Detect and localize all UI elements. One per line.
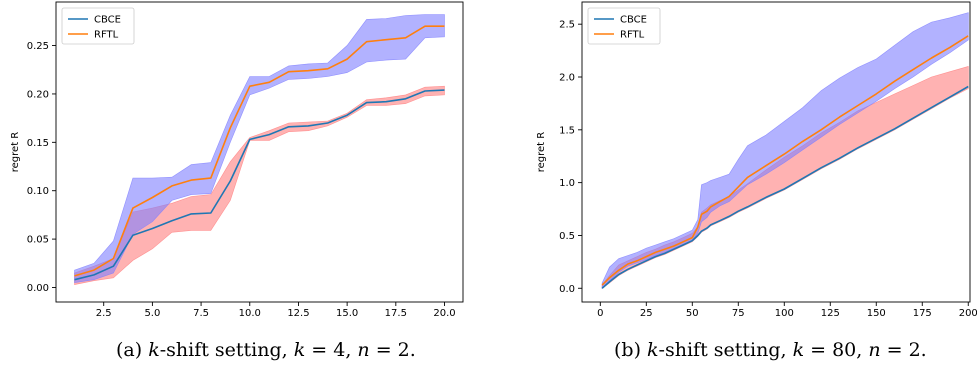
legend-label-rftl-a: RFTL (94, 30, 119, 41)
x-tick-label-a: 5.0 (144, 308, 160, 319)
legend-label-rftl-b: RFTL (620, 30, 645, 41)
band-rftl-a (74, 14, 445, 283)
y-tick-label-a: 0.25 (27, 41, 49, 52)
series-line-cbce-a (74, 89, 445, 281)
caption-a: (a) k-shift setting, k = 4, n = 2. (116, 339, 416, 361)
x-tick-label-a: 17.5 (385, 308, 407, 319)
axes-frame-b (581, 1, 971, 303)
x-tick-label-b: 50 (686, 308, 699, 319)
legend-box-a (61, 7, 135, 45)
y-tick-label-b: 0.0 (559, 284, 575, 295)
band-rftl-b (601, 12, 969, 290)
x-tick-label-b: 75 (732, 308, 745, 319)
x-tick-label-b: 25 (640, 308, 653, 319)
x-tick-label-a: 12.5 (287, 308, 309, 319)
legend-box-b (587, 7, 661, 45)
series-line-rftl-b (601, 35, 969, 286)
y-tick-label-a: 0.00 (27, 283, 49, 294)
x-tick-label-b: 0 (597, 308, 603, 319)
chart-b: 0 25 50 75 100 125 150 175 200 0.0 0.5 1.0 1.5 2.0 2.5… (536, 1, 977, 319)
y-tick-label-a: 0.05 (27, 235, 49, 246)
x-tick-label-a: 15.0 (336, 308, 358, 319)
chart-a: 2.5 5.0 7.5 10.0 12.5 15.0 17.5 20.0 0.00 0.05 0.1… (10, 1, 464, 319)
axes-frame-a (55, 1, 464, 303)
y-tick-label-b: 1.5 (559, 125, 575, 136)
band-cbce-a (74, 85, 445, 285)
y-tick-label-a: 0.10 (27, 186, 49, 197)
y-tick-label-a: 0.15 (27, 138, 49, 149)
series-line-rftl-a (74, 25, 445, 277)
x-tick-label-b: 100 (775, 308, 794, 319)
x-tick-label-b: 125 (821, 308, 840, 319)
y-axis-label-b: regret R (536, 132, 547, 173)
x-tick-label-b: 150 (867, 308, 886, 319)
x-tick-label-a: 7.5 (193, 308, 209, 319)
x-tick-label-a: 2.5 (96, 308, 112, 319)
y-tick-label-b: 2.0 (559, 73, 575, 84)
legend-label-cbce-b: CBCE (620, 15, 647, 26)
y-tick-label-b: 1.0 (559, 178, 575, 189)
legend-label-cbce-a: CBCE (94, 15, 121, 26)
caption-b: (b) k-shift setting, k = 80, n = 2. (614, 339, 927, 361)
y-tick-label-b: 2.5 (559, 20, 575, 31)
x-tick-label-b: 200 (959, 308, 977, 319)
y-tick-label-a: 0.20 (27, 89, 49, 100)
x-tick-label-b: 175 (913, 308, 932, 319)
y-axis-label-a: regret R (10, 132, 21, 173)
x-tick-label-a: 10.0 (239, 308, 261, 319)
y-tick-label-b: 0.5 (559, 231, 575, 242)
x-tick-label-a: 20.0 (433, 308, 455, 319)
series-line-cbce-b (601, 85, 969, 289)
